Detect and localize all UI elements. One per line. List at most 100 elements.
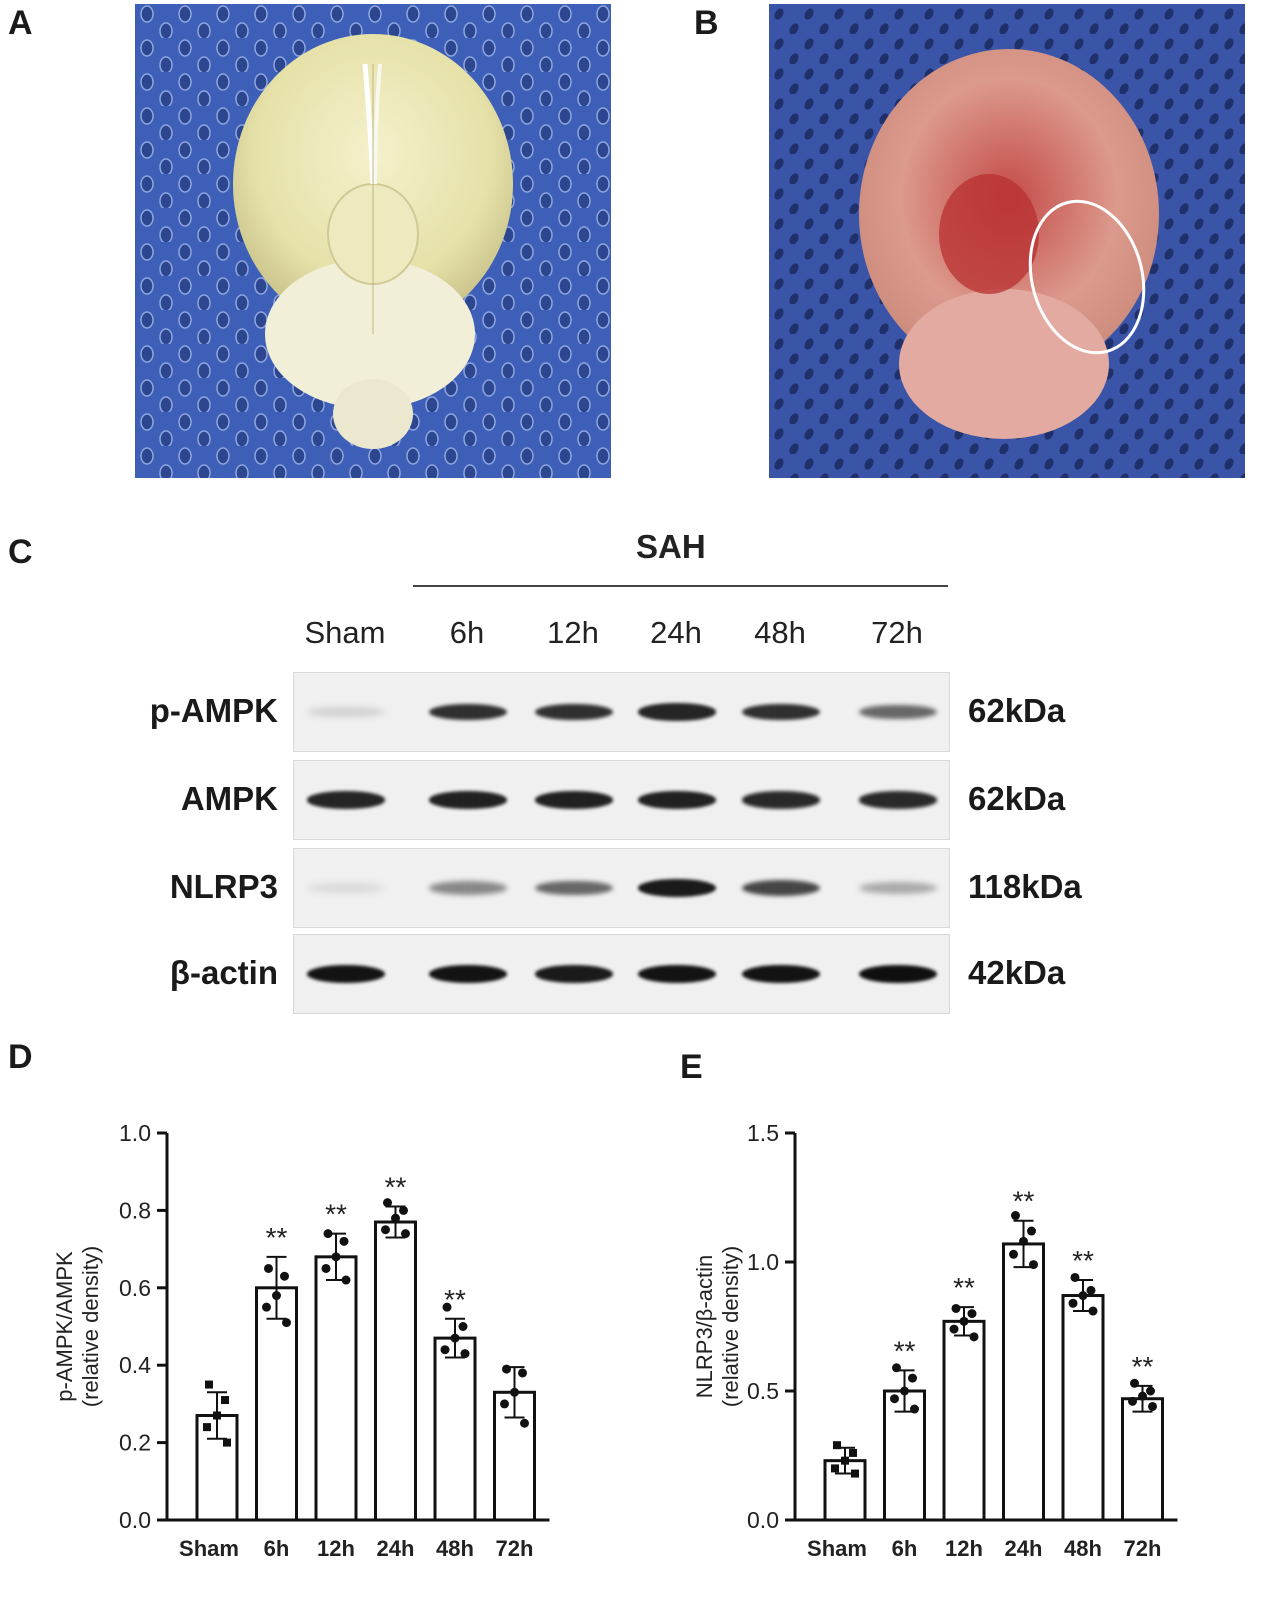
x-tick-label: Sham bbox=[807, 1536, 867, 1561]
data-point bbox=[458, 1322, 468, 1331]
bar bbox=[314, 1255, 358, 1522]
blot-kda-label: 62kDa bbox=[968, 780, 1066, 817]
data-point bbox=[221, 1396, 229, 1405]
blot-band bbox=[429, 965, 507, 983]
significance-marker: ** bbox=[1132, 1351, 1154, 1382]
data-point bbox=[323, 1229, 333, 1239]
data-point bbox=[321, 1263, 331, 1273]
data-point bbox=[339, 1236, 349, 1246]
significance-marker: ** bbox=[444, 1284, 466, 1315]
x-tick-label: 72h bbox=[1124, 1536, 1162, 1561]
data-point bbox=[520, 1418, 529, 1428]
data-point bbox=[518, 1368, 527, 1378]
data-point bbox=[502, 1364, 511, 1374]
bar bbox=[1061, 1294, 1105, 1522]
panel-letter-a: A bbox=[8, 4, 33, 42]
lane-label-72h: 72h bbox=[871, 615, 923, 650]
data-point bbox=[341, 1275, 351, 1285]
data-point bbox=[908, 1373, 917, 1383]
bar bbox=[374, 1220, 417, 1522]
blot-band bbox=[742, 880, 820, 896]
panel-letter-e: E bbox=[680, 1048, 703, 1086]
blot-protein-label: NLRP3 bbox=[169, 868, 278, 905]
data-point bbox=[391, 1213, 400, 1223]
x-tick-label: 24h bbox=[1005, 1536, 1043, 1561]
x-tick-label: 24h bbox=[377, 1536, 415, 1561]
chart-d-p-ampk: 0.0 0.2 0.4 0.6 0.8 1.0 p-AMPK/AMPK (relative d… bbox=[52, 1120, 550, 1561]
x-tick-label: 12h bbox=[317, 1536, 355, 1561]
data-point bbox=[1009, 1249, 1018, 1259]
x-tick-label: 6h bbox=[264, 1536, 290, 1561]
bar bbox=[1002, 1242, 1045, 1522]
x-tick-label: 48h bbox=[436, 1536, 474, 1561]
y-tick-label: 0.0 bbox=[119, 1507, 151, 1533]
bar bbox=[1121, 1397, 1164, 1522]
y-axis-label-sub: (relative density) bbox=[718, 1246, 743, 1407]
data-point bbox=[1086, 1285, 1096, 1295]
lane-label-12h: 12h bbox=[547, 615, 599, 650]
sah-group-label: SAH bbox=[636, 528, 706, 565]
significance-marker: ** bbox=[1072, 1245, 1094, 1276]
significance-marker: ** bbox=[953, 1272, 975, 1303]
bar bbox=[255, 1286, 298, 1522]
x-tick-label: 12h bbox=[945, 1536, 983, 1561]
data-point bbox=[500, 1399, 509, 1409]
blot-band bbox=[535, 703, 613, 721]
data-point bbox=[831, 1464, 839, 1473]
blot-band bbox=[638, 879, 716, 897]
blot-protein-label: AMPK bbox=[180, 780, 278, 817]
data-point bbox=[264, 1263, 273, 1273]
data-point bbox=[510, 1387, 519, 1397]
panel-letter-b: B bbox=[694, 4, 719, 42]
data-point bbox=[282, 1318, 291, 1328]
blot-band bbox=[307, 882, 385, 894]
data-point bbox=[442, 1302, 452, 1312]
data-point bbox=[331, 1252, 341, 1262]
significance-marker: ** bbox=[385, 1172, 407, 1203]
blot-band bbox=[859, 791, 937, 809]
lane-label-6h: 6h bbox=[449, 615, 485, 650]
data-point bbox=[460, 1349, 470, 1359]
y-tick-label: 1.0 bbox=[119, 1120, 151, 1146]
y-tick-label: 0.2 bbox=[119, 1430, 151, 1456]
data-point bbox=[1078, 1291, 1088, 1301]
data-point bbox=[890, 1394, 899, 1404]
bar bbox=[942, 1319, 986, 1522]
blot-band bbox=[307, 706, 385, 718]
y-axis-label: p-AMPK/AMPK bbox=[52, 1251, 77, 1402]
data-point bbox=[450, 1333, 460, 1343]
data-point bbox=[1068, 1298, 1078, 1308]
sham-brain-photo bbox=[135, 4, 611, 478]
lane-label-sham: Sham bbox=[304, 615, 386, 650]
lane-label-48h: 48h bbox=[754, 615, 806, 650]
significance-marker: ** bbox=[266, 1222, 288, 1253]
y-tick-label: 0.0 bbox=[747, 1507, 779, 1533]
x-tick-label: 48h bbox=[1064, 1536, 1102, 1561]
y-tick-label: 0.8 bbox=[119, 1197, 151, 1223]
data-point bbox=[892, 1363, 901, 1373]
data-point bbox=[262, 1302, 271, 1312]
blot-band bbox=[742, 791, 820, 809]
sah-group-bracket bbox=[413, 585, 948, 587]
blot-band bbox=[429, 791, 507, 809]
data-point bbox=[205, 1380, 213, 1389]
blot-band bbox=[638, 703, 716, 721]
blot-band bbox=[638, 791, 716, 809]
blot-band bbox=[638, 965, 716, 983]
blot-band bbox=[429, 881, 507, 895]
data-point bbox=[1019, 1236, 1028, 1246]
chart-e-nlrp3: 0.0 0.5 1.0 1.5 NLRP3/β-actin (relative densi… bbox=[692, 1120, 1178, 1561]
data-point bbox=[1148, 1401, 1157, 1411]
data-point bbox=[1088, 1306, 1098, 1316]
data-point bbox=[1130, 1378, 1139, 1388]
blot-kda-label: 62kDa bbox=[968, 692, 1066, 729]
blot-strip bbox=[293, 848, 950, 928]
x-tick-label: 72h bbox=[496, 1536, 534, 1561]
blot-band bbox=[859, 704, 937, 720]
data-point bbox=[851, 1469, 859, 1478]
data-point bbox=[401, 1229, 410, 1239]
blot-band bbox=[535, 880, 613, 896]
data-point bbox=[967, 1309, 977, 1319]
bar bbox=[433, 1336, 477, 1522]
blot-strip bbox=[293, 672, 950, 752]
